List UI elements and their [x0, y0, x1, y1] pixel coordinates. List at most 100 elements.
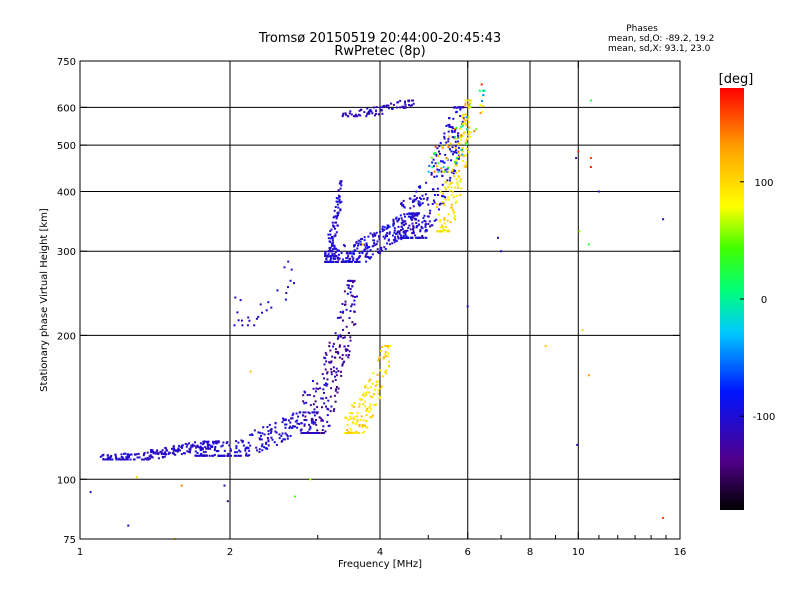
data-point: [578, 230, 581, 233]
data-point: [368, 391, 371, 394]
y-tick-label: 75: [63, 535, 76, 546]
data-point: [290, 268, 293, 271]
data-point: [378, 397, 381, 400]
data-point: [461, 150, 464, 153]
data-point: [424, 229, 427, 232]
data-point: [235, 445, 238, 448]
data-point: [290, 417, 293, 420]
data-point: [307, 411, 310, 414]
data-point: [379, 106, 382, 109]
data-point: [194, 441, 196, 444]
data-point: [355, 258, 358, 261]
data-point: [261, 311, 263, 314]
data-point: [355, 423, 358, 426]
data-point: [338, 200, 341, 203]
data-point: [191, 445, 194, 448]
data-point: [441, 201, 444, 204]
data-point: [417, 202, 420, 205]
data-point: [426, 197, 429, 199]
data-point: [261, 449, 264, 452]
data-point: [286, 437, 289, 440]
data-point: [392, 224, 395, 227]
data-point: [458, 170, 460, 172]
data-point: [462, 160, 465, 162]
data-point: [321, 373, 324, 376]
data-point: [353, 432, 356, 434]
data-point: [215, 440, 217, 443]
data-point: [193, 444, 196, 447]
data-point: [441, 230, 444, 233]
data-point: [302, 400, 305, 403]
data-point: [374, 243, 377, 246]
data-point: [172, 451, 175, 454]
data-point: [459, 115, 462, 117]
data-point: [451, 131, 454, 134]
data-point: [377, 251, 380, 254]
data-point: [345, 308, 348, 311]
x-tick-label: 2: [227, 547, 233, 558]
data-point: [184, 442, 187, 445]
data-point: [240, 439, 243, 442]
data-point: [438, 230, 441, 233]
data-point: [186, 443, 189, 446]
data-point: [99, 455, 102, 458]
data-point: [439, 160, 442, 163]
data-point: [424, 223, 427, 226]
data-point: [152, 452, 155, 455]
data-point: [202, 454, 205, 457]
data-point: [459, 194, 462, 197]
data-point: [397, 225, 400, 228]
data-point: [333, 209, 336, 212]
data-point: [431, 161, 434, 164]
data-point: [319, 387, 322, 390]
data-point: [359, 240, 362, 243]
data-point: [381, 230, 384, 233]
data-point: [431, 203, 434, 205]
data-point: [194, 450, 197, 453]
data-point: [349, 257, 352, 260]
data-point: [356, 415, 358, 418]
data-point: [381, 375, 384, 378]
data-point: [328, 345, 331, 348]
data-point: [314, 400, 317, 403]
data-point: [329, 246, 332, 249]
data-point: [336, 249, 339, 252]
data-point: [335, 371, 338, 374]
data-point: [451, 136, 454, 139]
x-tick-label: 16: [674, 547, 687, 558]
data-point: [400, 229, 403, 231]
data-point: [395, 216, 398, 219]
data-point: [387, 239, 390, 242]
data-point: [435, 153, 438, 156]
data-point: [442, 192, 445, 195]
data-point: [336, 257, 339, 260]
data-point: [465, 154, 467, 157]
data-point: [459, 108, 462, 111]
data-point: [276, 289, 279, 292]
data-point: [362, 393, 364, 396]
data-point: [303, 402, 306, 405]
data-point: [431, 224, 434, 227]
stats-title: Phases: [626, 24, 658, 34]
data-point: [455, 200, 458, 203]
data-point: [329, 349, 332, 352]
data-point: [443, 218, 446, 221]
data-point: [363, 243, 366, 246]
data-point: [364, 425, 367, 428]
data-point: [343, 290, 346, 293]
data-point: [371, 112, 374, 115]
data-point: [394, 236, 396, 239]
data-point: [370, 256, 373, 259]
data-point: [339, 334, 342, 337]
data-point: [200, 452, 203, 455]
data-point: [296, 419, 299, 422]
data-point: [464, 166, 467, 169]
data-point: [342, 319, 344, 322]
data-point: [452, 172, 455, 175]
data-point: [420, 198, 423, 201]
data-point: [291, 417, 294, 420]
data-point: [463, 165, 466, 168]
data-point: [314, 421, 317, 424]
data-point: [312, 387, 315, 390]
data-point: [482, 105, 485, 108]
